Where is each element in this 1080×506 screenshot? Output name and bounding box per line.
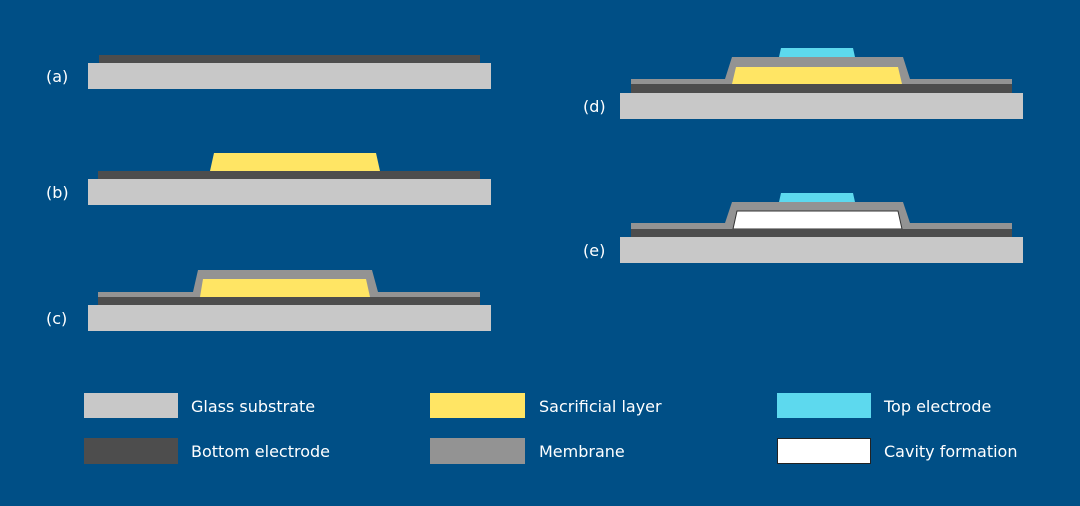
legend-label: Membrane <box>539 442 625 461</box>
glass-substrate <box>620 93 1023 119</box>
legend-swatch <box>84 393 178 418</box>
bottom-electrode <box>631 229 1012 237</box>
step-label: (e) <box>583 241 605 260</box>
bottom-electrode <box>98 297 480 305</box>
legend-swatch <box>777 438 871 464</box>
bottom-electrode <box>98 171 480 179</box>
legend: Glass substrate Sacrificial layer Top el… <box>84 393 1017 464</box>
legend-label: Glass substrate <box>191 397 315 416</box>
glass-substrate <box>88 305 491 331</box>
legend-item-glass-substrate: Glass substrate <box>84 393 315 418</box>
legend-item-membrane: Membrane <box>430 438 625 464</box>
glass-substrate <box>620 237 1023 263</box>
step-label: (b) <box>46 183 69 202</box>
bottom-electrode <box>99 55 480 63</box>
legend-item-sacrificial-layer: Sacrificial layer <box>430 393 662 418</box>
sacrificial-layer <box>210 153 380 171</box>
legend-label: Bottom electrode <box>191 442 330 461</box>
step-label: (c) <box>46 309 67 328</box>
legend-label: Top electrode <box>883 397 991 416</box>
top-electrode <box>779 193 855 202</box>
sacrificial-layer <box>732 67 902 84</box>
legend-label: Sacrificial layer <box>539 397 662 416</box>
legend-swatch <box>430 393 525 418</box>
step-a: (a) <box>46 55 491 89</box>
legend-swatch <box>430 438 525 464</box>
legend-swatch <box>777 393 871 418</box>
top-electrode <box>779 48 855 57</box>
bottom-electrode <box>631 84 1012 93</box>
step-label: (d) <box>583 97 606 116</box>
step-c: (c) <box>46 270 491 331</box>
step-d: (d) <box>583 48 1023 119</box>
cavity <box>732 210 903 230</box>
step-e: (e) <box>583 193 1023 263</box>
legend-item-top-electrode: Top electrode <box>777 393 991 418</box>
legend-swatch <box>84 438 178 464</box>
sacrificial-layer <box>200 279 370 297</box>
step-b: (b) <box>46 153 491 205</box>
legend-item-bottom-electrode: Bottom electrode <box>84 438 330 464</box>
glass-substrate <box>88 179 491 205</box>
glass-substrate <box>88 63 491 89</box>
step-label: (a) <box>46 67 68 86</box>
legend-item-cavity-formation: Cavity formation <box>777 438 1017 464</box>
legend-label: Cavity formation <box>884 442 1017 461</box>
